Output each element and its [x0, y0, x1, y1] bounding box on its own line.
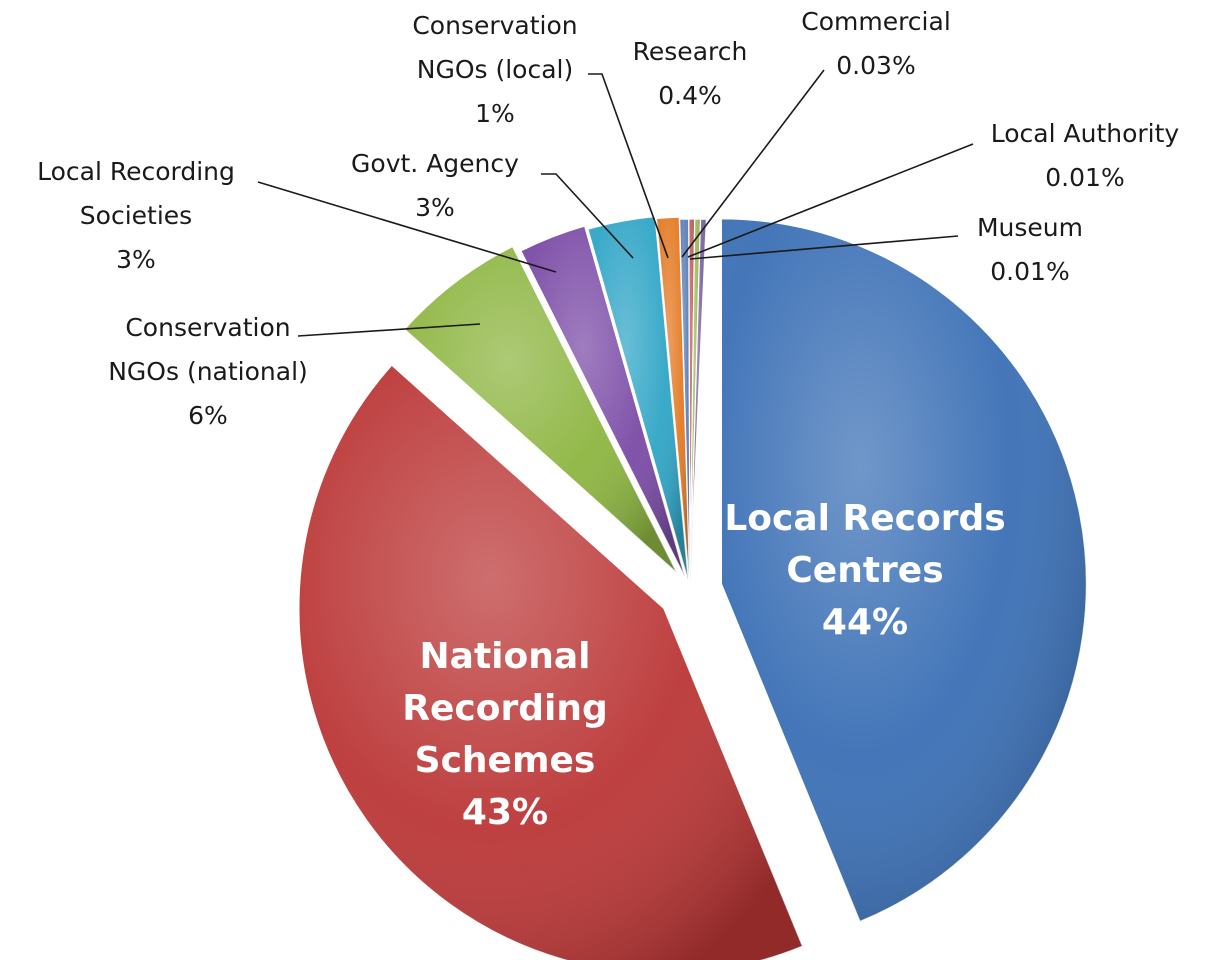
pie-slice-shading	[656, 217, 690, 583]
label-govt-agency: Govt. Agency 3%	[351, 149, 519, 222]
label-research: Research 0.4%	[633, 37, 748, 110]
pie-slice-museum	[689, 218, 707, 585]
label-conservation-ngos-local: Conservation NGOs (local) 1%	[412, 11, 577, 128]
label-conservation-ngos-national: Conservation NGOs (national) 6%	[108, 313, 308, 430]
leader-line-conservation-ngos-local	[588, 73, 669, 259]
leader-line-conservation-ngos-national	[297, 323, 481, 337]
label-local-records-centres: Local Records Centres 44%	[724, 498, 1005, 643]
leader-lines	[257, 69, 974, 337]
pie-slice-conservation-ngos-national	[403, 245, 678, 573]
pie-slice-shading	[690, 219, 707, 585]
pie-slice-shading	[721, 218, 1087, 922]
slice-labels: Local Records Centres 44% National Recording…	[37, 7, 1179, 833]
label-local-recording-societies: Local Recording Societies 3%	[37, 157, 235, 274]
pie-slice-local-records-centres	[720, 218, 1087, 923]
pie-slice-shading	[679, 219, 690, 585]
pie-slice-national-recording-schemes	[298, 364, 804, 960]
pie-slice-shading	[404, 246, 677, 573]
label-local-authority: Local Authority 0.01%	[991, 119, 1180, 192]
label-national-recording-schemes: National Recording Schemes 43%	[402, 636, 607, 833]
leader-line-local-recording-societies	[257, 181, 557, 273]
pie-slice-local-recording-societies	[520, 225, 686, 578]
label-museum: Museum 0.01%	[977, 213, 1083, 286]
label-commercial: Commercial 0.03%	[801, 7, 951, 80]
pie-slice-shading	[298, 365, 803, 960]
pie-slice-shading	[587, 216, 689, 581]
leader-line-govt-agency	[541, 173, 634, 259]
leader-line-local-authority	[687, 143, 974, 258]
pie-slice-govt-agency	[587, 216, 689, 581]
leader-line-museum	[689, 235, 959, 260]
pie-slices	[298, 216, 1087, 960]
leader-line-commercial	[681, 69, 825, 258]
pie-slice-shading	[520, 226, 685, 577]
pie-slice-conservation-ngos-local	[655, 216, 691, 583]
